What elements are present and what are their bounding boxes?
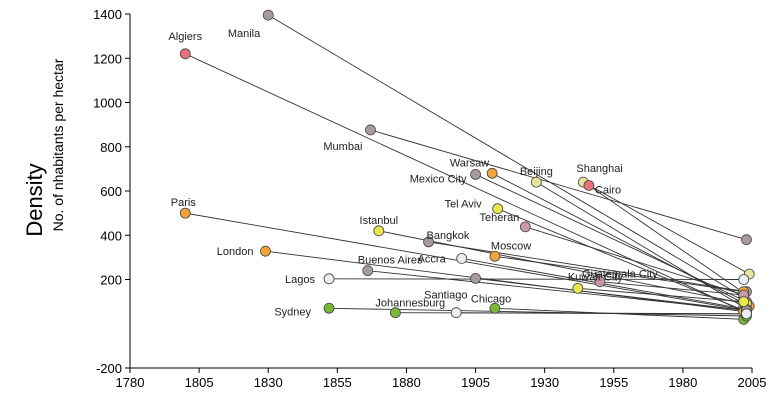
connector-line [494,255,744,293]
city-label: Buenos Aires [358,255,423,267]
x-tick-label: 1905 [461,375,490,390]
connector-line [185,53,747,314]
y-tick-label: -200 [96,361,122,376]
end-point [738,274,750,285]
x-tick-label: 1780 [116,375,145,390]
city-label: Tel Aviv [445,199,483,211]
city-label: Warsaw [450,157,489,169]
city-label: Guatemala City [582,269,658,281]
start-point [262,9,274,21]
start-point [423,236,434,248]
end-point [741,308,752,320]
city-label: Santiago [424,289,467,301]
y-tick-label: 1400 [93,7,122,22]
y-axis-label: Density [22,163,47,236]
connector-line [475,277,747,311]
start-point [519,221,531,233]
end-point [738,296,750,308]
start-point [489,250,501,262]
start-point [323,273,335,285]
start-point [530,176,542,188]
city-label: Lagos [285,274,315,286]
start-point [179,48,191,60]
x-tick-label: 1980 [668,375,697,390]
city-label: Mexico City [410,173,467,185]
city-label: Shanghai [576,163,623,175]
connector-line [378,230,747,305]
city-label: Chicago [471,293,511,305]
start-point [470,169,481,180]
connector-lines [185,14,750,320]
end-point [741,234,752,246]
connector-line [491,172,750,307]
city-label: Teheran [480,212,520,224]
x-tick-label: 1830 [254,375,283,390]
city-label: London [217,246,254,258]
connector-line [599,281,744,296]
connector-line [456,312,747,315]
start-point [260,245,271,257]
city-label: Cairo [595,184,621,196]
connector-line [267,14,744,298]
connector-line [329,278,744,280]
connector-line [367,270,747,311]
x-tick-label: 2005 [738,375,767,390]
x-tick-label: 1805 [185,375,214,390]
y-tick-label: 800 [100,140,122,155]
data-points [179,9,755,325]
start-point [450,307,462,319]
city-label: Accra [418,253,447,265]
connector-line [428,241,747,293]
city-labels: Manila Algiers Mumbai Warsaw Mexico City Beij… [168,28,658,318]
y-tick-label: 400 [100,228,122,243]
start-point [486,167,498,179]
x-tick-label: 1955 [599,375,628,390]
y-tick-label: 200 [100,273,122,288]
connector-line [583,181,750,275]
city-label: Moscow [491,240,531,252]
start-point [362,265,374,277]
start-point [583,180,595,191]
city-label: Mumbai [323,141,362,153]
start-point [373,225,385,237]
y-tick-label: 1000 [93,96,122,111]
connector-line [497,208,744,311]
city-label: Paris [171,197,197,209]
y-axis-title: Density No. of nhabitants per hectar [22,58,66,236]
connector-line [588,185,744,294]
x-tick-label: 1880 [392,375,421,390]
connector-line [475,173,747,303]
city-label: Bangkok [427,230,470,242]
connector-line [536,181,744,308]
y-tick-label: 600 [100,184,122,199]
x-tick-label: 1855 [323,375,352,390]
city-label: Johannesburg [375,298,445,310]
city-label: Kuwait City [568,271,624,283]
start-point [365,124,376,136]
city-label: Algiers [168,31,202,43]
connector-line [525,226,744,296]
x-tick-label: 1930 [530,375,559,390]
start-point [389,307,401,319]
y-axis-sublabel: No. of nhabitants per hectar [50,58,66,231]
city-label: Istanbul [360,215,399,227]
start-point [470,272,481,284]
city-label: Manila [228,28,261,40]
start-point [456,253,468,264]
start-point [492,203,504,215]
connector-line [370,129,747,241]
start-point [594,276,606,288]
start-point [179,207,191,219]
connector-line [577,287,744,303]
start-point [323,302,335,314]
city-label: Sydney [274,306,311,318]
axes: -200 200 400 600 800 1000 1200 1400 1780 1805 1830… [93,7,766,390]
y-tick-label: 1200 [93,51,122,66]
city-label: Beijing [520,166,553,178]
start-point [489,302,501,314]
start-point [572,282,584,294]
